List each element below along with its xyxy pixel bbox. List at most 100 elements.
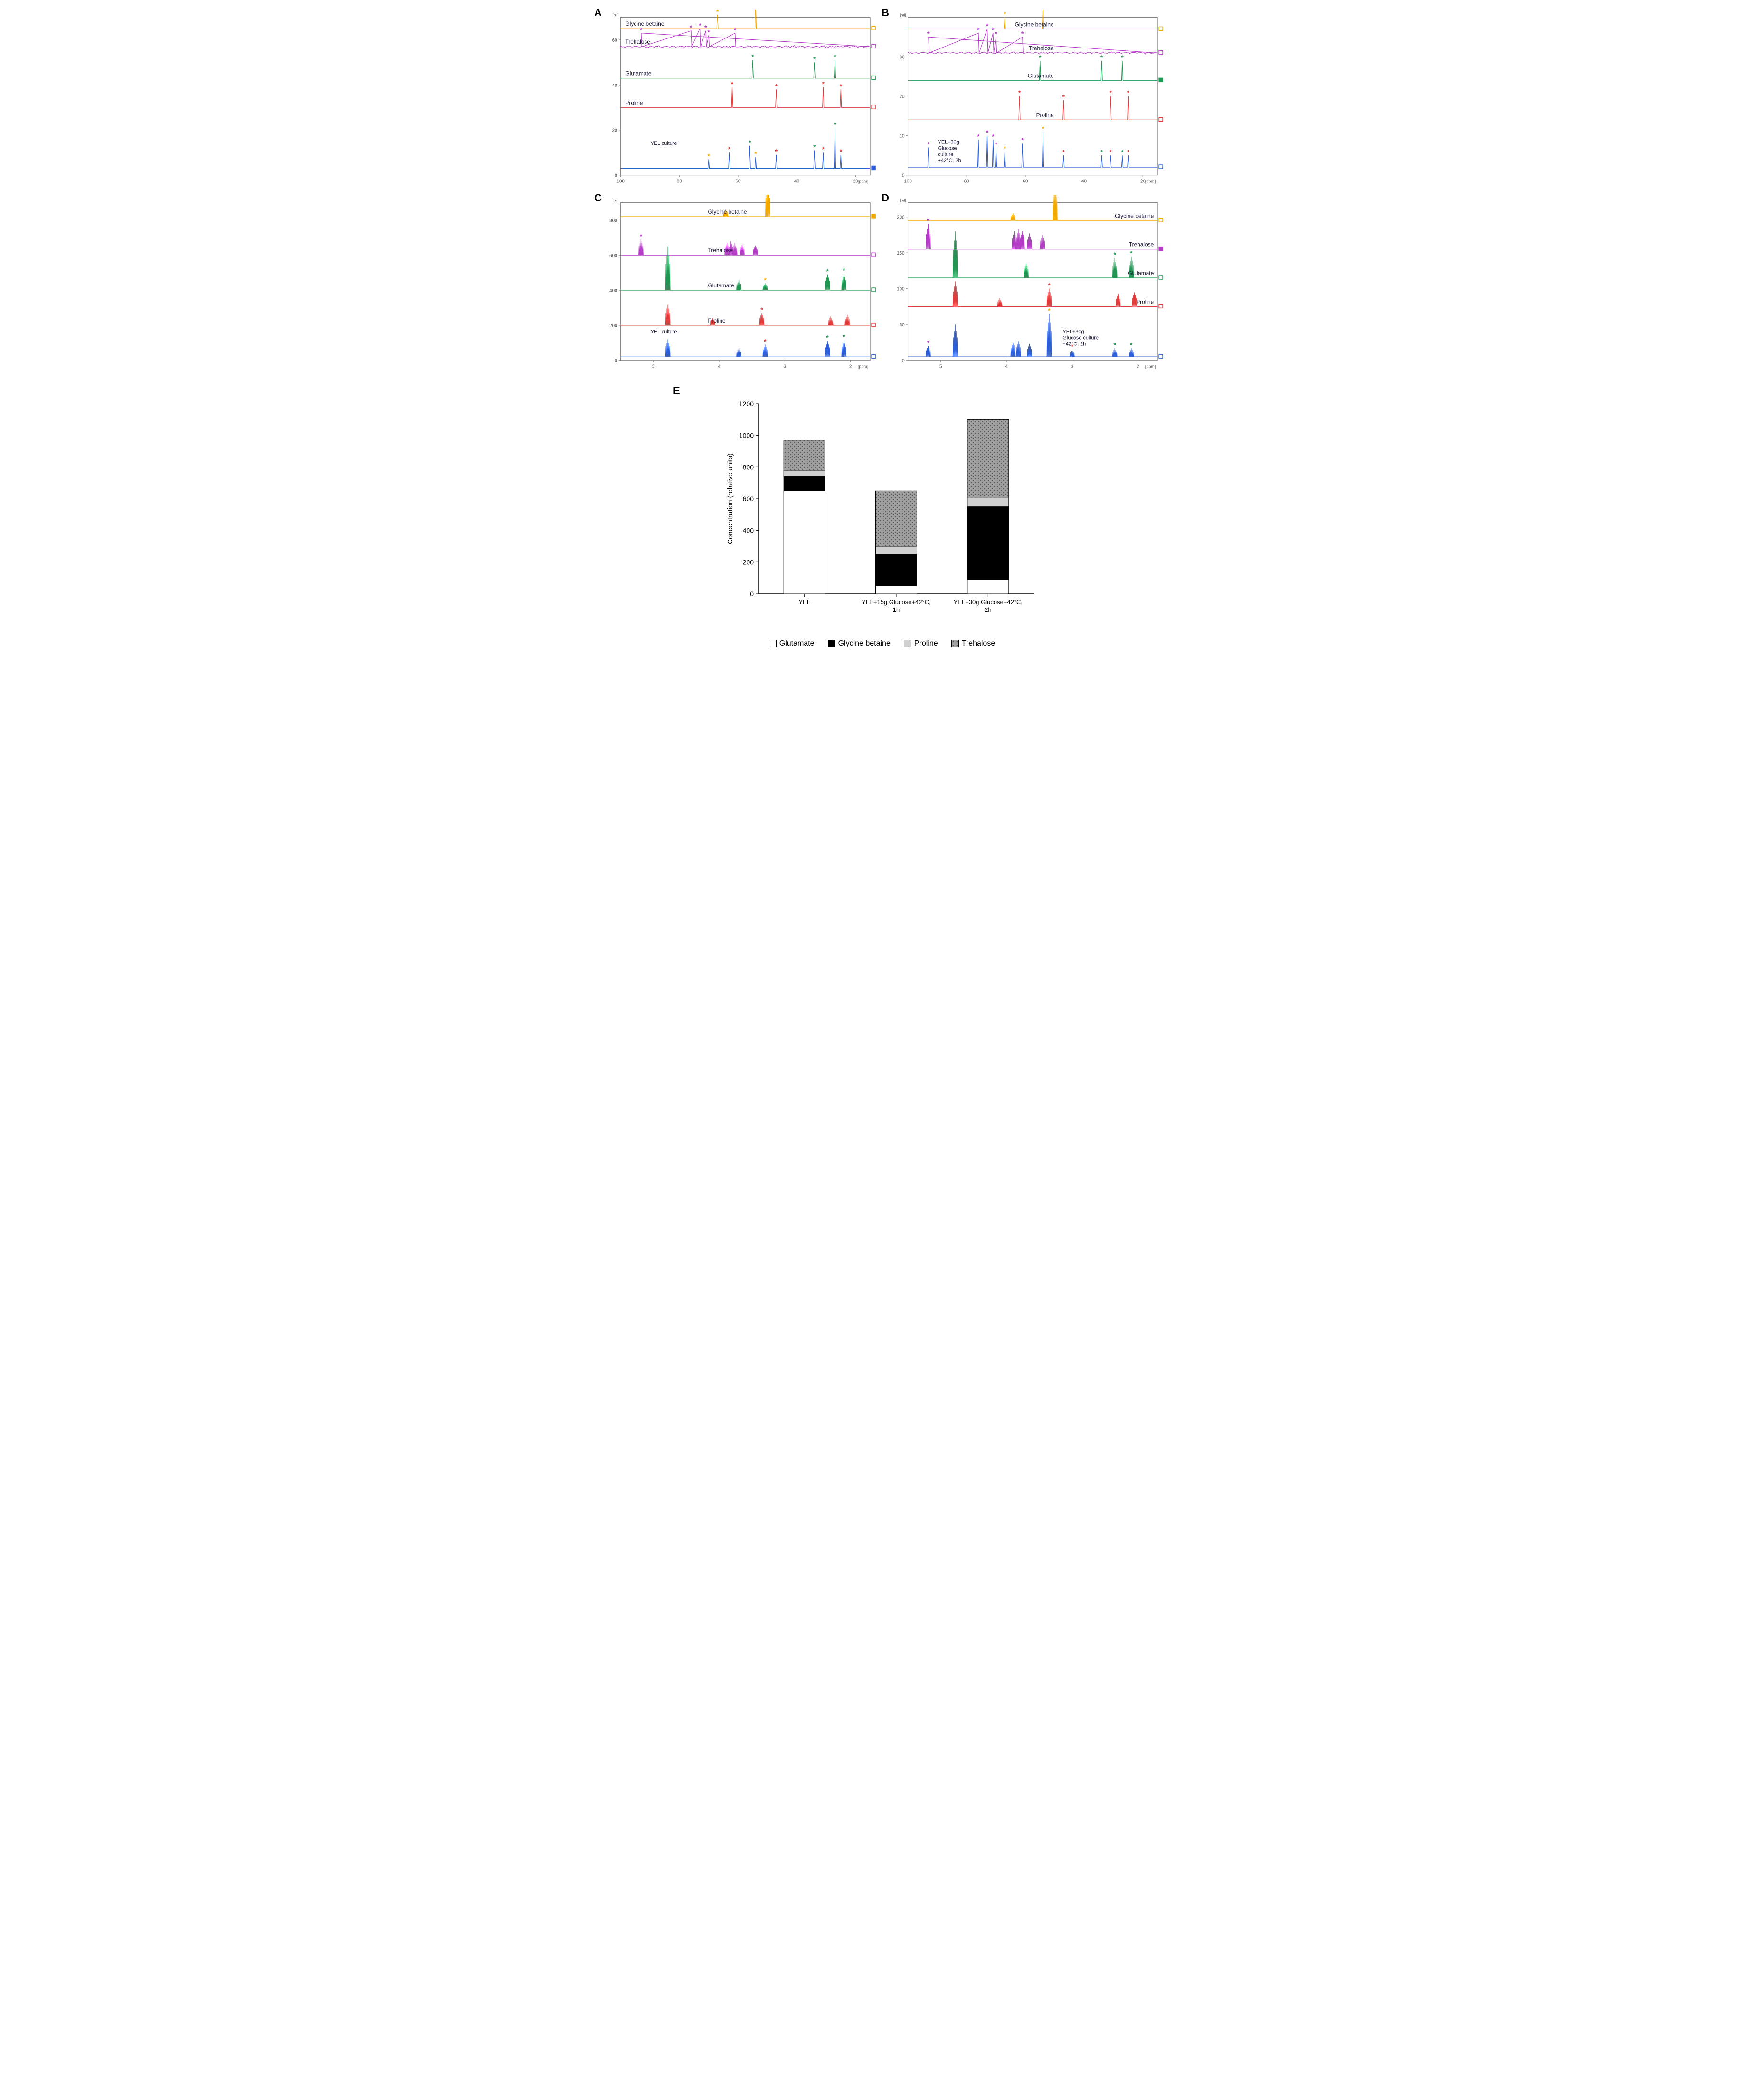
svg-text:YEL culture: YEL culture	[651, 329, 677, 335]
svg-text:*: *	[728, 145, 731, 153]
svg-text:[ppm]: [ppm]	[1145, 179, 1156, 184]
panel-label-B: B	[882, 7, 889, 19]
svg-text:40: 40	[612, 83, 618, 88]
svg-text:80: 80	[964, 179, 970, 184]
svg-text:*: *	[764, 276, 767, 284]
svg-text:*: *	[840, 148, 843, 155]
svg-text:2: 2	[1137, 364, 1139, 370]
svg-text:*: *	[822, 80, 825, 88]
svg-text:YEL+30g: YEL+30g	[938, 139, 959, 145]
svg-text:*: *	[1127, 89, 1130, 97]
spectra-grid: A0204060[rel]20406080100[ppm]**Glycine b…	[597, 10, 1167, 375]
svg-text:+42°C, 2h: +42°C, 2h	[1062, 341, 1086, 347]
svg-text:+42°C, 2h: +42°C, 2h	[938, 158, 961, 163]
svg-text:800: 800	[743, 463, 754, 471]
svg-text:*: *	[1114, 251, 1117, 258]
figure: A0204060[rel]20406080100[ppm]**Glycine b…	[597, 10, 1167, 648]
svg-text:600: 600	[743, 495, 754, 503]
svg-text:*: *	[1100, 148, 1103, 156]
svg-text:20: 20	[612, 128, 618, 133]
svg-text:*: *	[1121, 148, 1124, 156]
svg-text:*: *	[927, 30, 930, 38]
svg-text:30: 30	[900, 55, 905, 60]
svg-text:0: 0	[902, 359, 905, 364]
svg-text:200: 200	[743, 558, 754, 566]
svg-text:*: *	[1062, 148, 1065, 156]
svg-text:*: *	[640, 232, 643, 240]
svg-text:Concentration (relative units): Concentration (relative units)	[726, 453, 734, 544]
svg-text:*: *	[640, 26, 643, 34]
svg-text:3: 3	[1071, 364, 1074, 370]
svg-text:*: *	[986, 129, 989, 136]
svg-text:Trehalose: Trehalose	[708, 247, 733, 254]
panel-label-E: E	[673, 385, 680, 397]
svg-text:*: *	[775, 82, 778, 90]
svg-text:*: *	[751, 53, 754, 61]
svg-text:*: *	[1110, 148, 1112, 156]
svg-text:*: *	[1048, 307, 1051, 314]
svg-text:*: *	[813, 143, 816, 151]
svg-text:*: *	[995, 141, 997, 148]
svg-text:*: *	[1021, 30, 1024, 38]
svg-text:*: *	[1018, 89, 1021, 97]
svg-text:*: *	[1004, 10, 1006, 18]
legend-label: Proline	[914, 639, 938, 648]
svg-text:*: *	[699, 21, 702, 29]
svg-text:Glucose culture: Glucose culture	[1062, 335, 1099, 341]
svg-text:Glutamate: Glutamate	[708, 282, 734, 289]
panel-A: A0204060[rel]20406080100[ppm]**Glycine b…	[597, 10, 880, 190]
svg-text:*: *	[707, 28, 710, 36]
svg-text:*: *	[1062, 93, 1065, 101]
svg-text:*: *	[1100, 54, 1103, 61]
spectra-D: 050100150200[rel]2345[ppm]*Glycine betai…	[884, 195, 1167, 375]
svg-text:0: 0	[615, 359, 617, 364]
svg-text:0: 0	[615, 173, 617, 179]
panel-label-A: A	[594, 7, 602, 19]
svg-text:[ppm]: [ppm]	[858, 179, 868, 184]
svg-text:YEL+15g Glucose+42°C,: YEL+15g Glucose+42°C,	[862, 599, 930, 606]
svg-text:Trehalose: Trehalose	[1129, 241, 1154, 248]
svg-text:Trehalose: Trehalose	[1029, 45, 1054, 51]
svg-text:400: 400	[609, 288, 617, 294]
svg-text:50: 50	[900, 323, 905, 328]
legend-item: Trehalose	[951, 639, 996, 648]
svg-text:*: *	[834, 121, 836, 128]
swatch	[828, 640, 835, 647]
svg-text:*: *	[995, 30, 997, 38]
svg-text:Proline: Proline	[1036, 112, 1054, 118]
svg-text:*: *	[775, 148, 778, 155]
svg-text:10: 10	[900, 134, 905, 139]
svg-text:[rel]: [rel]	[900, 198, 906, 202]
svg-text:*: *	[840, 82, 843, 90]
svg-text:*: *	[977, 133, 980, 140]
svg-text:*: *	[749, 139, 751, 146]
svg-text:*: *	[1130, 249, 1133, 257]
svg-text:800: 800	[609, 218, 617, 223]
svg-text:20: 20	[900, 95, 905, 100]
spectra-A: 0204060[rel]20406080100[ppm]**Glycine be…	[597, 10, 880, 190]
svg-text:2h: 2h	[985, 606, 991, 613]
barchart-wrap: E 020040060080010001200Concentration (re…	[711, 394, 1053, 632]
svg-text:*: *	[731, 80, 734, 88]
swatch	[769, 640, 777, 647]
svg-text:*: *	[716, 10, 719, 16]
svg-text:*: *	[734, 26, 737, 34]
svg-text:0: 0	[750, 590, 754, 598]
svg-text:Glycine betaine: Glycine betaine	[626, 20, 664, 27]
svg-text:Glycine betaine: Glycine betaine	[1015, 21, 1054, 28]
legend-label: Glutamate	[779, 639, 815, 648]
svg-text:Trehalose: Trehalose	[626, 38, 651, 45]
svg-text:YEL+30g: YEL+30g	[1062, 329, 1084, 335]
svg-text:*: *	[754, 150, 757, 158]
svg-text:*: *	[1042, 124, 1044, 132]
svg-text:*: *	[704, 24, 707, 31]
svg-text:40: 40	[794, 179, 800, 184]
svg-text:*: *	[1039, 54, 1042, 61]
svg-text:*: *	[707, 152, 710, 160]
svg-text:*: *	[822, 145, 825, 153]
svg-text:*: *	[813, 55, 816, 63]
svg-text:*: *	[992, 133, 995, 140]
svg-text:400: 400	[743, 527, 754, 534]
svg-text:*: *	[843, 266, 845, 274]
svg-text:200: 200	[609, 324, 617, 329]
